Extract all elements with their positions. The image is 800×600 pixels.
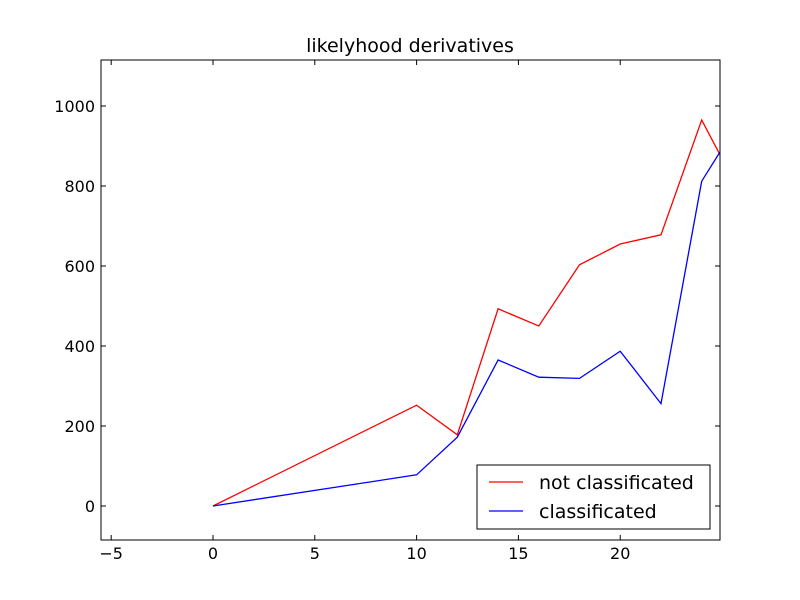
x-tick-label: 20 [610,544,630,563]
y-tick-label: 0 [85,497,95,516]
y-tick-label: 400 [64,337,95,356]
x-tick-label: −5 [99,544,123,563]
plot-lines [212,118,721,507]
y-tick-label: 600 [64,257,95,276]
legend: not classificated classificated [476,464,711,530]
y-tick-label: 800 [64,177,95,196]
y-tick-label: 200 [64,417,95,436]
y-axis: 0 200 400 600 800 1000 [54,97,720,516]
legend-box [476,464,711,530]
x-axis: −5 0 5 10 15 20 [99,60,630,563]
x-tick-label: 0 [208,544,218,563]
legend-label-classificated: classificated [539,501,657,523]
chart-title: likelyhood derivatives [306,35,514,57]
series-line-not-classificated [212,118,721,507]
y-tick-label: 1000 [54,97,95,116]
x-tick-label: 10 [406,544,426,563]
x-tick-label: 5 [310,544,320,563]
series-line-classificated [212,151,721,507]
legend-label-not-classificated: not classificated [539,472,694,494]
x-tick-label: 15 [508,544,528,563]
plot-frame [100,59,721,541]
